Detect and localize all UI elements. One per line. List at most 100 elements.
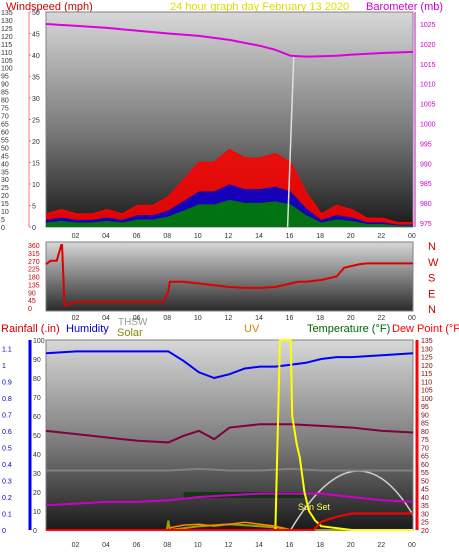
p1-wind-tick: 30 xyxy=(32,96,40,103)
p3-temp-tick: 85 xyxy=(421,421,429,428)
p1-baro-tick: 1010 xyxy=(420,82,436,89)
p3-temp-tick: 40 xyxy=(421,495,429,502)
p1-left-tick: 135 xyxy=(1,10,13,17)
p1-left-tick: 20 xyxy=(1,193,9,200)
p1-left-tick: 115 xyxy=(1,42,12,49)
p3-x-tick: 16 xyxy=(286,542,294,549)
p1-x-tick: 16 xyxy=(286,233,294,240)
p2-left-tick: 270 xyxy=(28,259,40,266)
solar-detail-line xyxy=(168,521,284,529)
p3-temp-tick: 130 xyxy=(421,346,433,353)
p3-humidity-tick: 40 xyxy=(33,452,41,459)
p1-left-tick: 105 xyxy=(1,58,13,65)
p1-left-tick: 35 xyxy=(1,169,9,176)
p2-x-tick: 20 xyxy=(347,315,355,322)
p3-temp-tick: 115 xyxy=(421,371,432,378)
p1-x-tick: 18 xyxy=(316,233,324,240)
p1-baro-tick: 1000 xyxy=(420,121,436,128)
p3-rain-tick: 0.8 xyxy=(2,396,12,403)
p2-direction-label: E xyxy=(428,288,435,300)
p1-x-tick: 20 xyxy=(347,233,355,240)
p1-left-tick: 130 xyxy=(1,18,13,25)
p1-left-tick: 45 xyxy=(1,153,9,160)
p3-rain-tick: 0.5 xyxy=(2,445,12,452)
p3-rain-tick: 0.6 xyxy=(2,429,12,436)
p1-left-tick: 15 xyxy=(1,201,9,208)
p1-left-tick: 30 xyxy=(1,177,9,184)
p3-x-tick: 04 xyxy=(102,542,110,549)
p2-direction-label: N xyxy=(428,304,436,316)
header-left: Windspeed (mph) xyxy=(6,1,93,13)
p1-wind-tick: 35 xyxy=(32,75,40,82)
p3-humidity-tick: 80 xyxy=(33,376,41,383)
uv-header: UV xyxy=(244,323,260,335)
p2-left-tick: 45 xyxy=(28,298,36,305)
p3-temp-tick: 65 xyxy=(421,454,429,461)
p1-baro-tick: 1015 xyxy=(420,62,436,69)
p3-rain-tick: 0 xyxy=(2,528,6,535)
p1-wind-tick: 5 xyxy=(32,204,36,211)
p1-left-tick: 50 xyxy=(1,145,9,152)
p3-humidity-tick: 70 xyxy=(33,395,41,402)
p1-baro-tick: 1005 xyxy=(420,102,436,109)
p1-left-tick: 70 xyxy=(1,114,9,121)
thsw-line xyxy=(46,467,413,472)
wind-gust-line xyxy=(45,148,413,224)
p3-rain-tick: 1.1 xyxy=(2,346,12,353)
p2-left-tick: 0 xyxy=(28,306,32,313)
dewpoint-header: Dew Point (°F) xyxy=(392,323,459,335)
p2-x-tick: 08 xyxy=(163,315,171,322)
p3-x-tick: 06 xyxy=(133,542,141,549)
p1-left-tick: 75 xyxy=(1,106,9,113)
temperature-line xyxy=(45,423,414,444)
p3-temp-tick: 110 xyxy=(421,379,432,386)
thsw-header: THSW xyxy=(118,317,148,328)
p3-temp-tick: 70 xyxy=(421,445,429,452)
p3-x-tick: 14 xyxy=(255,542,263,549)
p1-wind-tick: 45 xyxy=(32,32,40,39)
p3-temp-tick: 75 xyxy=(421,437,429,444)
p1-wind-tick: 25 xyxy=(32,118,40,125)
p1-left-tick: 60 xyxy=(1,129,9,136)
p1-x-tick: 08 xyxy=(163,233,171,240)
uv-line xyxy=(274,339,413,531)
p2-x-tick: 12 xyxy=(225,315,233,322)
dewpoint-line xyxy=(45,492,414,507)
p1-left-tick: 85 xyxy=(1,90,9,97)
p1-wind-tick: 50 xyxy=(32,10,40,17)
p1-left-tick: 95 xyxy=(1,74,9,81)
p3-temp-tick: 95 xyxy=(421,404,429,411)
p3-rain-tick: 0.4 xyxy=(2,462,12,469)
p1-left-tick: 25 xyxy=(1,185,9,192)
p3-humidity-tick: 60 xyxy=(33,414,41,421)
p1-baro-tick: 1025 xyxy=(420,22,436,29)
p1-left-tick: 100 xyxy=(1,66,13,73)
p3-temp-tick: 105 xyxy=(421,388,433,395)
humidity-line xyxy=(45,350,414,380)
p1-baro-tick: 1020 xyxy=(420,42,436,49)
p3-temp-tick: 25 xyxy=(421,520,429,527)
p3-x-tick: 12 xyxy=(225,542,233,549)
p1-baro-tick: 990 xyxy=(420,161,432,168)
rain-header: Rainfall (.in) xyxy=(1,323,60,335)
panel3-plot xyxy=(45,339,414,531)
p3-rain-tick: 1 xyxy=(2,363,6,370)
p2-direction-label: S xyxy=(428,273,435,285)
sunset-label: Sun Set xyxy=(298,502,331,512)
p3-x-tick: 20 xyxy=(347,542,355,549)
p3-rain-tick: 0.7 xyxy=(2,412,12,419)
p1-left-tick: 80 xyxy=(1,98,9,105)
p1-x-tick: 12 xyxy=(225,233,233,240)
p2-left-tick: 90 xyxy=(28,290,36,297)
p2-left-tick: 225 xyxy=(28,267,40,274)
solar-header: Solar xyxy=(117,327,143,339)
p3-rain-tick: 0.9 xyxy=(2,379,12,386)
p2-direction-label: W xyxy=(428,257,439,269)
p3-temp-tick: 50 xyxy=(421,478,429,485)
p3-rain-tick: 0.1 xyxy=(2,511,12,518)
p1-baro-tick: 975 xyxy=(420,221,432,228)
p3-temp-tick: 90 xyxy=(421,412,429,419)
p2-x-tick: 18 xyxy=(316,315,324,322)
p3-temp-tick: 45 xyxy=(421,487,429,494)
